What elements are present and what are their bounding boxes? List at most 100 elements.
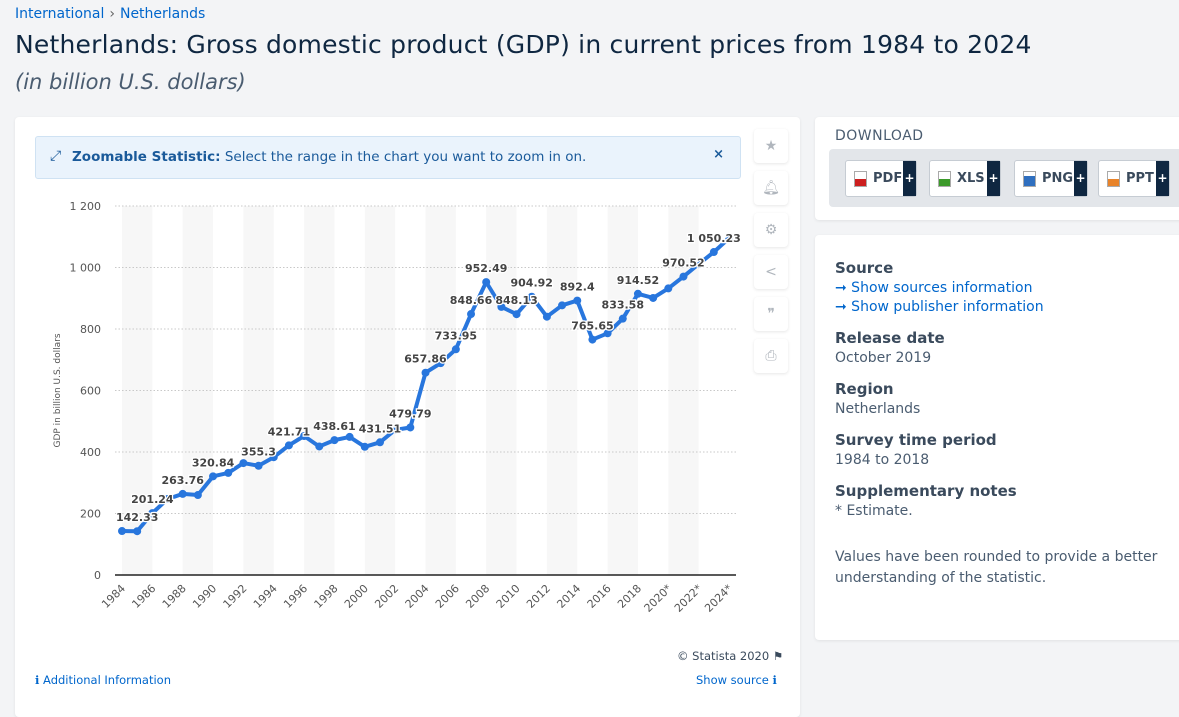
additional-information-link[interactable]: ℹ Additional Information [35, 673, 171, 687]
show-source-link[interactable]: Show source ℹ [696, 673, 777, 687]
x-tick-label: 1996 [281, 582, 310, 611]
gdp-line-chart[interactable]: 0 200 400 600 800 1 000 1 200 GDP in billion U.… [15, 117, 800, 637]
year-band [364, 206, 396, 575]
chart-card: ⤢ Zoomable Statistic: Select the range i… [15, 117, 800, 717]
y-tick-label: 1 200 [70, 200, 102, 213]
x-tick-label: 2022* [672, 582, 705, 615]
data-label: 970.52 [662, 257, 704, 270]
data-point [133, 527, 142, 536]
y-tick-label: 1 000 [70, 262, 102, 275]
data-label: 765.65 [571, 320, 613, 333]
quote-icon[interactable]: ❞ [754, 297, 788, 331]
data-label: 733.95 [435, 329, 477, 342]
x-tick-label: 2008 [463, 582, 492, 611]
zoom-banner: ⤢ Zoomable Statistic: Select the range i… [35, 136, 741, 179]
data-point [193, 491, 202, 500]
pdf-file-icon [854, 171, 867, 187]
show-sources-link[interactable]: ➞ Show sources information [835, 280, 1033, 296]
chart-toolbar: ★ 🔔︎ ⚙ < ❞ ⎙ [754, 129, 788, 381]
data-point [497, 302, 506, 311]
data-point [254, 461, 263, 470]
data-point [451, 345, 460, 354]
x-tick-label: 1984 [99, 582, 128, 611]
x-tick-label: 1994 [251, 582, 280, 611]
x-tick-label: 1998 [312, 582, 341, 611]
x-tick-label: 2012 [524, 582, 553, 611]
download-xls-button[interactable]: XLS + [929, 160, 1001, 197]
download-ppt-button[interactable]: PPT + [1098, 160, 1170, 197]
x-tick-label: 2002 [372, 582, 401, 611]
data-label: 892.4 [560, 281, 595, 294]
data-label: 904.92 [510, 277, 552, 290]
x-tick-label: 2014 [554, 582, 583, 611]
data-label: 421.71 [268, 425, 310, 438]
download-png-button[interactable]: PNG + [1014, 160, 1088, 197]
x-tick-label: 1986 [129, 582, 158, 611]
breadcrumb-separator: › [109, 6, 115, 22]
share-icon[interactable]: < [754, 255, 788, 289]
data-label: 833.58 [602, 299, 644, 312]
expand-icon: ⤢ [50, 148, 62, 164]
data-label: 479.79 [389, 407, 431, 420]
copyright-text: © Statista 2020 [677, 649, 770, 663]
breadcrumb: International › Netherlands [15, 6, 205, 22]
info-icon: ℹ [772, 673, 777, 687]
data-label: 431.51 [359, 422, 401, 435]
x-tick-label: 2020* [642, 582, 675, 615]
x-tick-label: 2010 [494, 582, 523, 611]
data-label: 657.86 [404, 353, 447, 366]
plus-icon: + [1074, 161, 1087, 196]
breadcrumb-netherlands[interactable]: Netherlands [119, 6, 206, 22]
download-card: DOWNLOAD PDF + XLS + PNG + PPT + [815, 117, 1179, 220]
data-point [649, 293, 658, 302]
data-point [284, 441, 293, 450]
data-point [269, 453, 278, 462]
data-label: 848.13 [495, 294, 537, 307]
xls-file-icon [938, 171, 951, 187]
release-date-value: October 2019 [835, 350, 932, 366]
data-label: 438.61 [313, 420, 355, 433]
year-band [182, 206, 214, 575]
data-point [330, 436, 339, 445]
data-point [542, 312, 551, 321]
data-point [527, 292, 536, 301]
page-title: Netherlands: Gross domestic product (GDP… [15, 30, 1032, 59]
data-point [360, 442, 369, 451]
show-publisher-link[interactable]: ➞ Show publisher information [835, 299, 1044, 315]
data-point [725, 234, 733, 243]
copyright: © Statista 2020 ⚑ [677, 649, 783, 663]
info-icon: ℹ [35, 673, 40, 687]
gear-icon[interactable]: ⚙ [754, 213, 788, 247]
rounding-note: Values have been rounded to provide a be… [835, 549, 1158, 586]
data-point [421, 368, 430, 377]
source-heading: Source [835, 259, 894, 277]
x-tick-label: 2016 [585, 582, 614, 611]
data-point [679, 272, 688, 281]
close-icon[interactable]: × [713, 147, 724, 162]
data-point [118, 527, 126, 536]
download-heading: DOWNLOAD [835, 128, 924, 144]
flag-icon: ⚑ [772, 649, 784, 663]
plus-icon: + [903, 161, 916, 196]
data-point [345, 432, 354, 441]
survey-period-value: 1984 to 2018 [835, 452, 930, 468]
data-point [694, 260, 703, 269]
page-subtitle: (in billion U.S. dollars) [15, 70, 246, 94]
data-point [209, 472, 218, 481]
download-pdf-button[interactable]: PDF + [845, 160, 917, 197]
bell-icon[interactable]: 🔔︎ [754, 171, 788, 205]
data-point [148, 509, 157, 518]
breadcrumb-international[interactable]: International [15, 6, 105, 22]
ppt-label: PPT [1126, 171, 1154, 186]
data-label: 263.76 [161, 474, 204, 487]
data-point [315, 442, 324, 451]
data-point [300, 432, 309, 441]
data-label: 1 050.23 [687, 232, 741, 245]
data-point [467, 310, 476, 319]
print-icon[interactable]: ⎙ [754, 339, 788, 373]
star-icon[interactable]: ★ [754, 129, 788, 163]
supplementary-notes-value: * Estimate. [835, 503, 913, 519]
year-band [546, 206, 578, 575]
x-tick-label: 1988 [160, 582, 189, 611]
data-point [406, 423, 415, 432]
